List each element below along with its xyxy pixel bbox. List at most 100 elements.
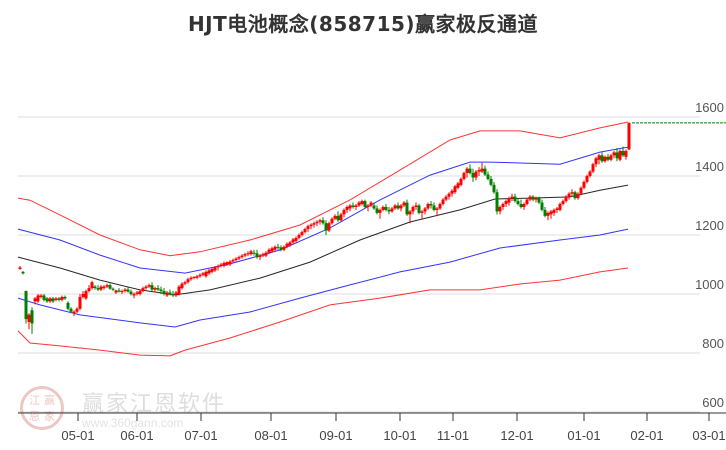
candle — [600, 152, 604, 163]
y-tick-label: 800 — [702, 336, 724, 351]
candle — [444, 195, 448, 202]
candle — [195, 274, 199, 280]
candle — [507, 196, 511, 206]
candle — [87, 285, 91, 293]
candle — [579, 186, 583, 196]
candle — [21, 270, 25, 275]
candle — [405, 199, 409, 216]
candle — [159, 286, 163, 294]
candle — [486, 171, 490, 181]
candle — [129, 289, 133, 296]
candle — [123, 288, 127, 293]
candle — [171, 291, 175, 297]
candle — [300, 230, 304, 237]
candle — [237, 255, 241, 261]
candle — [561, 199, 565, 206]
candle — [585, 174, 589, 184]
candle — [138, 289, 142, 296]
candle — [168, 289, 172, 296]
x-tick-label: 08-01 — [254, 428, 288, 443]
candle — [534, 196, 538, 203]
candle — [414, 202, 418, 210]
candle — [591, 162, 595, 174]
candle — [618, 149, 622, 162]
y-tick-label: 1400 — [695, 159, 724, 174]
candle — [18, 265, 22, 270]
candle — [522, 202, 526, 210]
candle — [504, 199, 508, 207]
candle — [378, 208, 382, 219]
candle — [141, 286, 145, 293]
candle — [363, 199, 367, 209]
x-tick-label: 03-01 — [692, 428, 726, 443]
candle — [186, 277, 190, 284]
candle — [399, 204, 403, 212]
candle — [279, 245, 283, 252]
candle — [513, 193, 517, 203]
candle — [489, 176, 493, 187]
candle — [144, 285, 148, 290]
lower-outer-band — [17, 267, 629, 357]
candle — [420, 209, 424, 219]
candle — [552, 208, 556, 216]
candle — [282, 245, 286, 252]
candle — [474, 170, 478, 181]
candle — [267, 248, 271, 255]
chart-title: HJT电池概念(858715)赢家极反通道 — [187, 12, 539, 36]
candle — [546, 211, 550, 221]
candle — [510, 193, 514, 202]
candle — [315, 220, 319, 227]
candle — [117, 288, 121, 293]
candle — [285, 242, 289, 249]
candle — [228, 260, 232, 266]
candle — [417, 204, 421, 215]
candle — [183, 280, 187, 286]
candle — [246, 251, 250, 257]
candle — [42, 294, 46, 302]
candle — [432, 202, 436, 212]
candle — [126, 287, 130, 293]
candle — [549, 209, 553, 219]
candle — [36, 294, 40, 303]
candle — [306, 224, 310, 233]
candle — [333, 214, 337, 221]
candle — [357, 201, 361, 207]
candle — [381, 205, 385, 212]
candle — [213, 265, 217, 272]
candle — [231, 258, 235, 264]
candle — [273, 245, 277, 252]
candle — [360, 199, 364, 206]
candle — [198, 273, 202, 278]
candle — [564, 195, 568, 203]
candle — [402, 201, 406, 207]
candle — [216, 264, 220, 271]
candle — [57, 296, 61, 302]
y-tick-label: 1200 — [695, 218, 724, 233]
candle — [66, 301, 70, 311]
candle — [258, 254, 262, 261]
candle — [222, 261, 226, 268]
candle — [519, 199, 523, 209]
candle — [462, 171, 466, 181]
candle — [204, 270, 208, 278]
candle — [111, 287, 115, 292]
candle — [447, 192, 451, 200]
candle — [477, 167, 481, 176]
x-tick-label: 12-01 — [500, 428, 534, 443]
candle — [51, 296, 55, 303]
candle — [78, 294, 82, 311]
candle — [471, 168, 475, 182]
candle — [219, 263, 223, 268]
candle — [201, 271, 205, 277]
candle — [567, 192, 571, 200]
candle — [75, 307, 79, 314]
x-tick-label: 05-01 — [61, 428, 95, 443]
candle — [540, 199, 544, 212]
candle — [252, 249, 256, 256]
candle — [597, 153, 601, 165]
candle — [288, 240, 292, 247]
candle — [297, 233, 301, 240]
candle — [387, 206, 391, 215]
candle — [81, 291, 85, 299]
